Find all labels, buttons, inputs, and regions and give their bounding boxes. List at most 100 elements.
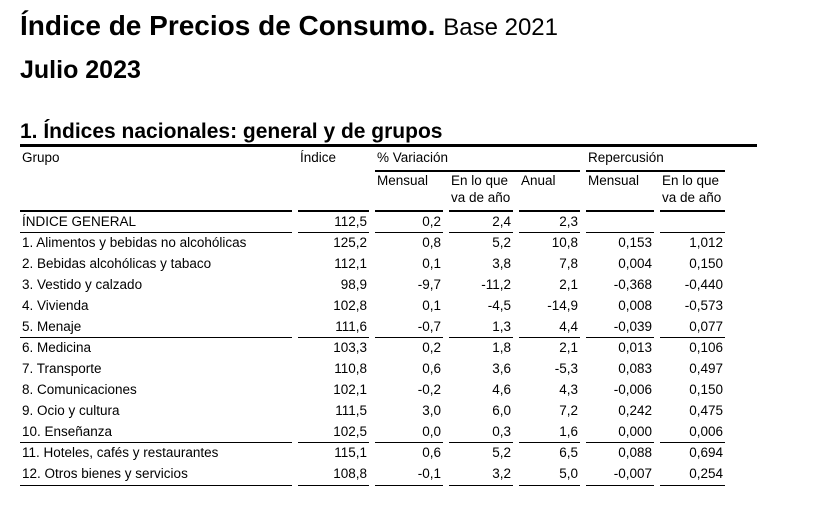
table-row: 11. Hoteles, cafés y restaurantes 115,1 0,… <box>20 443 725 464</box>
cell-rep-va-ano: -0,440 <box>684 277 723 292</box>
cell-mensual: -0,2 <box>417 382 441 397</box>
cell-rep-mensual: -0,368 <box>613 277 652 292</box>
table-row: 1. Alimentos y bebidas no alcohólicas 125… <box>20 233 725 254</box>
cell-mensual: 0,0 <box>375 422 443 443</box>
cell-anual: 2,3 <box>519 212 580 233</box>
cell-grupo: ÍNDICE GENERAL <box>20 212 292 233</box>
cell-anual: 6,5 <box>559 445 578 460</box>
cell-mensual: 0,6 <box>422 361 441 376</box>
cell-grupo: 6. Medicina <box>22 340 92 355</box>
cell-anual: 2,1 <box>559 277 578 292</box>
cell-rep-va-ano: 0,150 <box>689 256 723 271</box>
document-title: Índice de Precios de Consumo. Base 2021 <box>20 10 558 42</box>
cell-rep-mensual: -0,006 <box>613 382 652 397</box>
cell-va-ano: 6,0 <box>492 403 511 418</box>
cell-mensual: 0,6 <box>422 445 441 460</box>
cell-anual: 5,0 <box>519 464 580 486</box>
period-title: Julio 2023 <box>20 56 141 84</box>
cell-rep-va-ano: 0,077 <box>660 317 725 338</box>
cell-va-ano: 2,4 <box>449 212 513 233</box>
cell-grupo: 1. Alimentos y bebidas no alcohólicas <box>22 235 247 250</box>
table-row: 5. Menaje 111,6 -0,7 1,3 4,4 -0,039 0,077 <box>20 317 725 338</box>
cell-anual: 10,8 <box>551 235 578 250</box>
table-row: ÍNDICE GENERAL 112,5 0,2 2,4 2,3 <box>20 212 725 233</box>
cell-mensual: -0,1 <box>375 464 443 486</box>
cell-anual: 7,2 <box>559 403 578 418</box>
table-row: 4. Vivienda 102,8 0,1 -4,5 -14,9 0,008 -0,573 <box>20 296 725 317</box>
cell-va-ano: 3,6 <box>492 361 511 376</box>
cell-rep-va-ano: 0,150 <box>689 382 723 397</box>
cell-anual: 4,4 <box>519 317 580 338</box>
cell-indice: 112,5 <box>298 212 369 233</box>
cell-indice: 98,9 <box>340 277 367 292</box>
cell-rep-va-ano <box>660 212 725 233</box>
cell-va-ano: 4,6 <box>492 382 511 397</box>
header-va-ano: En lo que va de año <box>449 172 513 212</box>
section-title: 1. Índices nacionales: general y de grup… <box>20 119 757 147</box>
cell-grupo: 3. Vestido y calzado <box>22 277 143 292</box>
cell-anual: 1,6 <box>519 422 580 443</box>
cell-indice: 111,6 <box>298 317 369 338</box>
cell-grupo: 8. Comunicaciones <box>22 382 137 397</box>
cell-mensual: -9,7 <box>417 277 441 292</box>
cell-anual: -14,9 <box>547 298 578 313</box>
cell-va-ano: 0,3 <box>449 422 513 443</box>
cell-grupo: 10. Enseñanza <box>20 422 292 443</box>
cell-grupo: 4. Vivienda <box>22 298 89 313</box>
cell-grupo: 7. Transporte <box>22 361 102 376</box>
table-row: 8. Comunicaciones 102,1 -0,2 4,6 4,3 -0,006 0,… <box>20 380 725 401</box>
cell-va-ano: 5,2 <box>492 445 511 460</box>
header-rep-mensual: Mensual <box>586 172 654 212</box>
cell-rep-va-ano: 0,006 <box>660 422 725 443</box>
cell-va-ano: -4,5 <box>487 298 511 313</box>
cell-grupo: 5. Menaje <box>20 317 292 338</box>
header-grupo-blank <box>20 172 292 212</box>
cell-rep-va-ano: 0,254 <box>660 464 725 486</box>
cell-rep-va-ano: 0,106 <box>689 340 723 355</box>
cell-va-ano: 1,8 <box>492 340 511 355</box>
cell-rep-va-ano: 1,012 <box>689 235 723 250</box>
table-row: 6. Medicina 103,3 0,2 1,8 2,1 0,013 0,106 <box>20 338 725 359</box>
header-indice-blank <box>298 172 369 212</box>
cell-grupo: 11. Hoteles, cafés y restaurantes <box>22 445 219 460</box>
cell-indice: 112,1 <box>334 256 367 271</box>
cell-rep-mensual: -0,039 <box>586 317 654 338</box>
table-row: 9. Ocio y cultura 111,5 3,0 6,0 7,2 0,242 0,47… <box>20 401 725 422</box>
table-row: 10. Enseñanza 102,5 0,0 0,3 1,6 0,000 0,006 <box>20 422 725 443</box>
cell-rep-mensual <box>586 212 654 233</box>
header-rep-va-ano: En lo que va de año <box>660 172 725 212</box>
cell-va-ano: -11,2 <box>481 277 511 292</box>
cell-mensual: 3,0 <box>422 403 441 418</box>
cell-rep-mensual: 0,242 <box>618 403 652 418</box>
cell-rep-mensual: 0,004 <box>618 256 652 271</box>
cell-va-ano: 3,2 <box>449 464 513 486</box>
cell-rep-va-ano: -0,573 <box>684 298 723 313</box>
cell-va-ano: 1,3 <box>449 317 513 338</box>
cell-rep-mensual: 0,088 <box>618 445 652 460</box>
cell-indice: 102,5 <box>298 422 369 443</box>
cell-indice: 102,8 <box>333 298 367 313</box>
cell-mensual: 0,8 <box>422 235 441 250</box>
base-year: Base 2021 <box>443 14 558 41</box>
cell-mensual: -0,7 <box>375 317 443 338</box>
cell-anual: 4,3 <box>559 382 578 397</box>
cell-mensual: 0,1 <box>422 256 441 271</box>
cell-rep-mensual: 0,083 <box>618 361 652 376</box>
header-mensual: Mensual <box>375 172 443 212</box>
cell-rep-va-ano: 0,475 <box>689 403 723 418</box>
cell-rep-mensual: 0,008 <box>618 298 652 313</box>
cell-mensual: 0,2 <box>375 212 443 233</box>
cell-anual: -5,3 <box>554 361 578 376</box>
cell-rep-va-ano: 0,694 <box>689 445 723 460</box>
cell-mensual: 0,1 <box>422 298 441 313</box>
cell-va-ano: 5,2 <box>492 235 511 250</box>
table-row: 12. Otros bienes y servicios 108,8 -0,1 3,2… <box>20 464 725 486</box>
cell-rep-mensual: 0,000 <box>586 422 654 443</box>
cell-indice: 115,1 <box>334 445 367 460</box>
header-indice: Índice <box>300 150 337 165</box>
cell-mensual: 0,2 <box>422 340 441 355</box>
header-anual: Anual <box>519 172 580 212</box>
table-row: 7. Transporte 110,8 0,6 3,6 -5,3 0,083 0,497 <box>20 359 725 380</box>
title-text: Índice de Precios de Consumo. <box>20 10 436 41</box>
cell-grupo: 2. Bebidas alcohólicas y tabaco <box>22 256 212 271</box>
